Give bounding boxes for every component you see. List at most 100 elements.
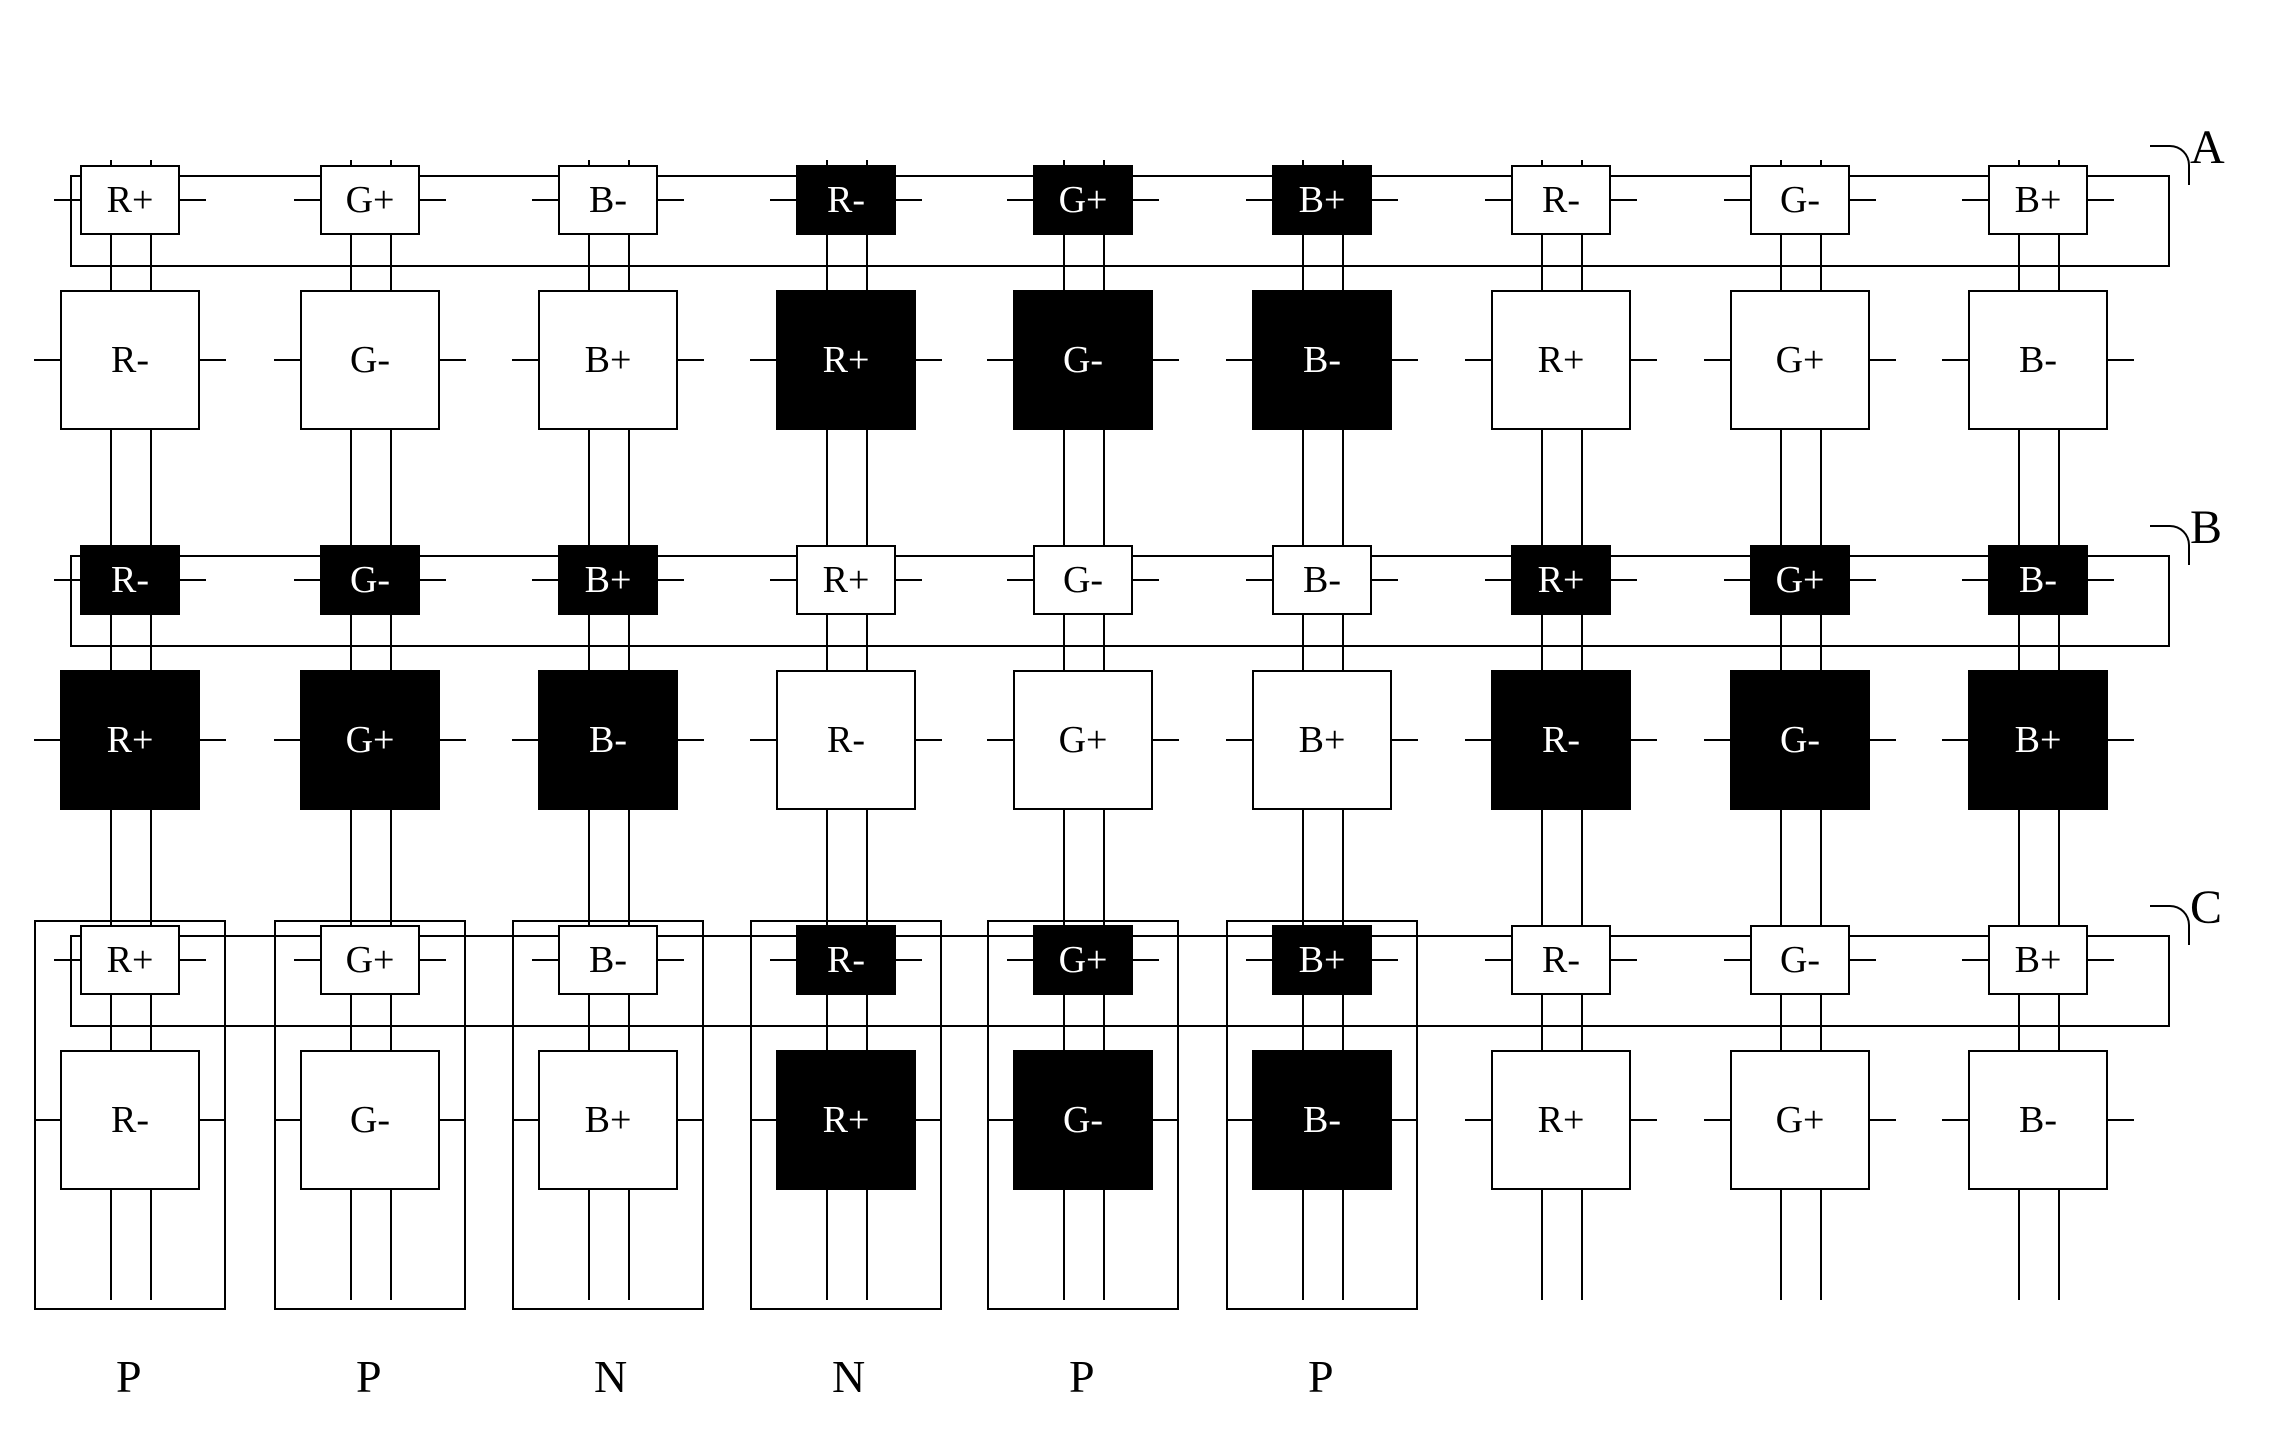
pixel-cell: R+ — [776, 290, 916, 430]
pixel-cell: R+ — [1511, 545, 1611, 615]
pixel-cell: R- — [796, 925, 896, 995]
pixel-cell: B- — [1272, 545, 1372, 615]
cell-stub-right — [658, 959, 684, 961]
pixel-cell: B+ — [558, 545, 658, 615]
pixel-cell: G- — [320, 545, 420, 615]
cell-stub-left — [34, 739, 60, 741]
cell-stub-left — [1246, 579, 1272, 581]
cell-stub-left — [987, 739, 1013, 741]
pixel-cell: R- — [796, 165, 896, 235]
cell-stub-right — [420, 959, 446, 961]
pixel-cell: R+ — [60, 670, 200, 810]
cell-stub-right — [1133, 579, 1159, 581]
pixel-cell: G- — [1750, 165, 1850, 235]
pixel-cell: G- — [1013, 1050, 1153, 1190]
cell-stub-left — [532, 579, 558, 581]
pixel-cell: G+ — [1730, 290, 1870, 430]
pixel-cell: R+ — [1491, 290, 1631, 430]
cell-stub-right — [916, 1119, 942, 1121]
cell-stub-left — [1465, 359, 1491, 361]
cell-stub-right — [678, 739, 704, 741]
pixel-cell: B+ — [1272, 925, 1372, 995]
cell-stub-right — [1372, 199, 1398, 201]
cell-stub-left — [1724, 959, 1750, 961]
cell-stub-right — [1850, 199, 1876, 201]
cell-stub-left — [532, 959, 558, 961]
pixel-cell: B- — [1252, 290, 1392, 430]
cell-stub-right — [896, 959, 922, 961]
pixel-cell: G+ — [1730, 1050, 1870, 1190]
cell-stub-right — [1850, 959, 1876, 961]
cell-stub-left — [1465, 739, 1491, 741]
pixel-cell: G+ — [1033, 165, 1133, 235]
pixel-cell: G+ — [320, 165, 420, 235]
cell-stub-right — [658, 579, 684, 581]
cell-stub-left — [54, 199, 80, 201]
cell-stub-left — [1704, 739, 1730, 741]
cell-stub-right — [1133, 199, 1159, 201]
cell-stub-right — [1611, 199, 1637, 201]
pixel-cell: B+ — [1988, 925, 2088, 995]
cell-stub-right — [916, 739, 942, 741]
cell-stub-left — [54, 959, 80, 961]
pixel-cell: R- — [1511, 925, 1611, 995]
pixel-cell: G+ — [300, 670, 440, 810]
cell-stub-left — [274, 359, 300, 361]
pixel-cell: B+ — [1968, 670, 2108, 810]
pixel-cell: G- — [1730, 670, 1870, 810]
pixel-cell: R- — [60, 290, 200, 430]
cell-stub-left — [1704, 1119, 1730, 1121]
row-leader-C — [2150, 905, 2190, 945]
cell-stub-left — [294, 959, 320, 961]
cell-stub-right — [1392, 359, 1418, 361]
cell-stub-right — [2108, 1119, 2134, 1121]
cell-stub-left — [770, 579, 796, 581]
pixel-cell: B+ — [1272, 165, 1372, 235]
pixel-cell: R- — [60, 1050, 200, 1190]
row-label-B: B — [2190, 500, 2222, 555]
pixel-cell: G+ — [1750, 545, 1850, 615]
cell-stub-left — [1007, 579, 1033, 581]
pixel-cell: R+ — [776, 1050, 916, 1190]
cell-stub-left — [770, 199, 796, 201]
pixel-cell: B- — [1988, 545, 2088, 615]
cell-stub-left — [274, 1119, 300, 1121]
pixel-cell: R- — [1491, 670, 1631, 810]
cell-stub-left — [1226, 359, 1252, 361]
pixel-cell: B- — [538, 670, 678, 810]
cell-stub-right — [1611, 959, 1637, 961]
cell-stub-right — [440, 359, 466, 361]
pixel-cell: R- — [1511, 165, 1611, 235]
cell-stub-right — [1870, 359, 1896, 361]
cell-stub-left — [1226, 739, 1252, 741]
pixel-cell: B+ — [1252, 670, 1392, 810]
pixel-cell: R- — [776, 670, 916, 810]
cell-stub-right — [1611, 579, 1637, 581]
column-label: N — [832, 1350, 865, 1403]
pixel-cell: G- — [300, 290, 440, 430]
cell-stub-left — [1007, 959, 1033, 961]
cell-stub-left — [1704, 359, 1730, 361]
cell-stub-left — [987, 1119, 1013, 1121]
pixel-cell: B- — [558, 165, 658, 235]
cell-stub-right — [1392, 1119, 1418, 1121]
pixel-cell: G+ — [320, 925, 420, 995]
pixel-cell: G- — [1033, 545, 1133, 615]
pixel-cell: G+ — [1013, 670, 1153, 810]
cell-stub-left — [1246, 959, 1272, 961]
cell-stub-left — [1724, 579, 1750, 581]
cell-stub-left — [512, 739, 538, 741]
cell-stub-left — [1485, 579, 1511, 581]
cell-stub-left — [512, 359, 538, 361]
cell-stub-left — [1007, 199, 1033, 201]
pixel-cell: B- — [1968, 1050, 2108, 1190]
cell-stub-left — [1226, 1119, 1252, 1121]
cell-stub-left — [1942, 739, 1968, 741]
cell-stub-right — [2088, 579, 2114, 581]
cell-stub-right — [420, 579, 446, 581]
pixel-cell: B- — [1968, 290, 2108, 430]
cell-stub-right — [1631, 359, 1657, 361]
cell-stub-right — [200, 739, 226, 741]
cell-stub-right — [1870, 1119, 1896, 1121]
diagram-stage: ABCPPNNPPR+G+B-R-G+B+R-G-B+R-G-B+R+G-B-R… — [0, 0, 2282, 1456]
